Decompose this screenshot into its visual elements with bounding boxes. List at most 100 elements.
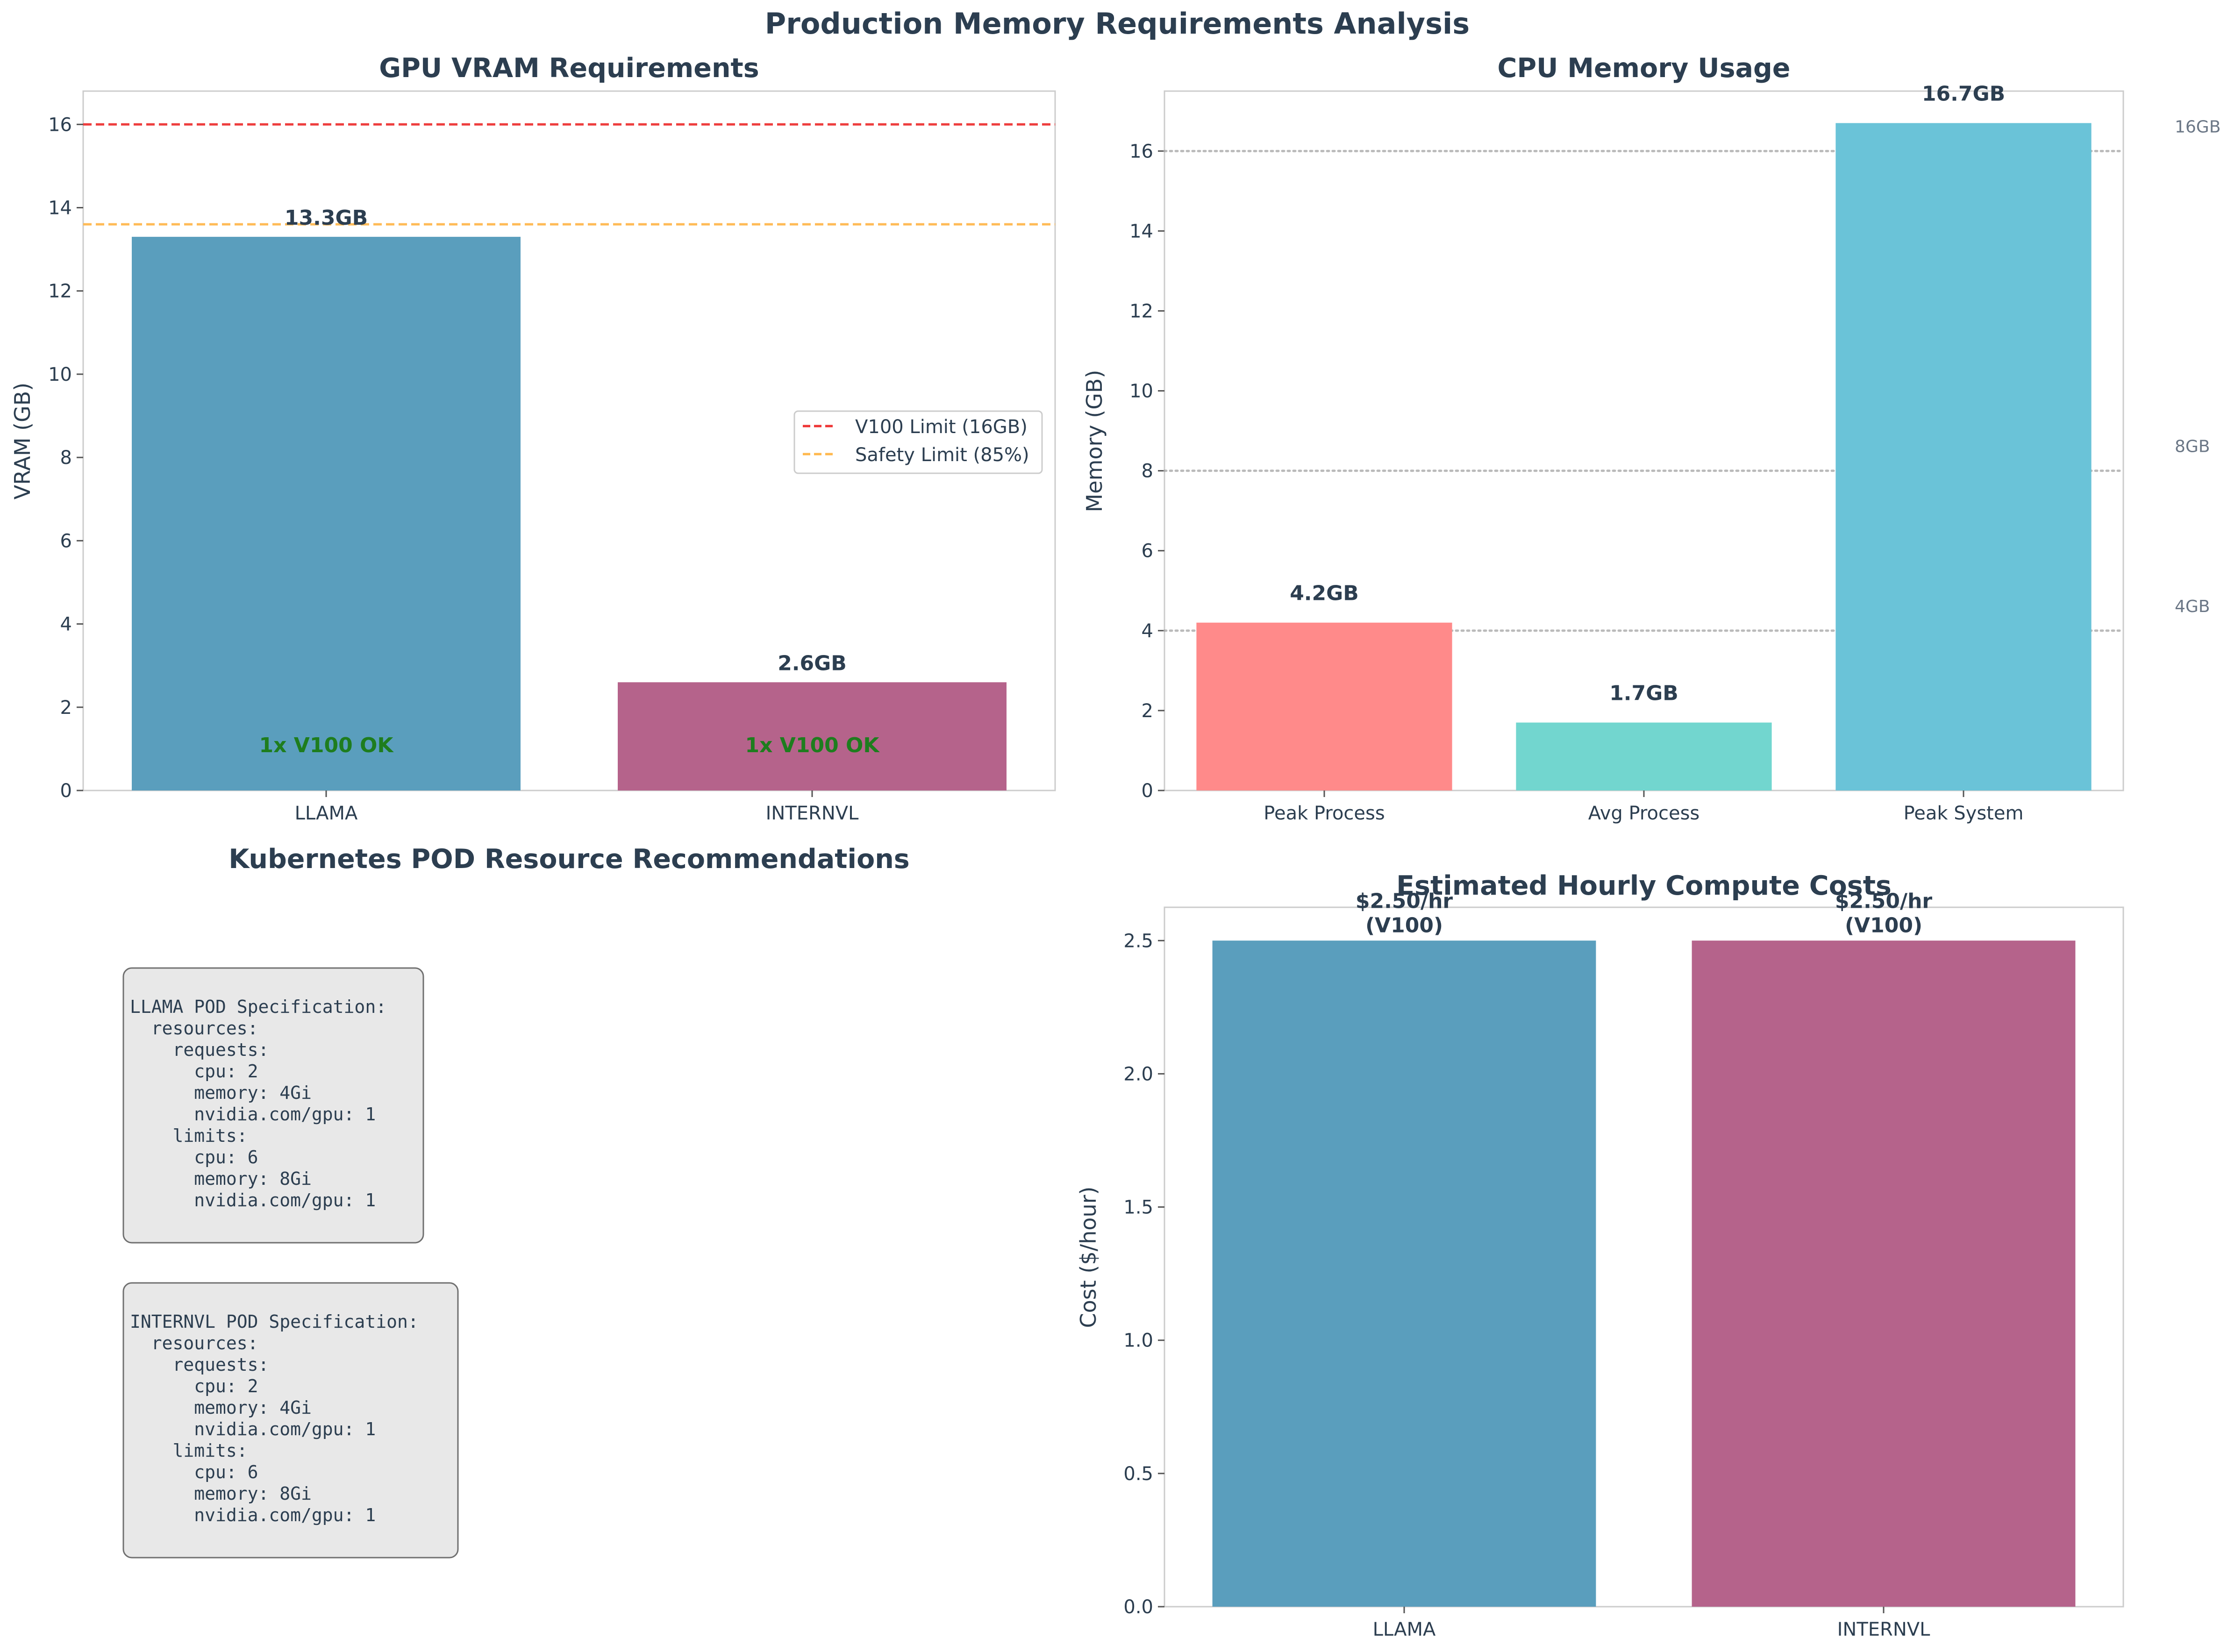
- y-tick-label: 0: [60, 780, 72, 802]
- y-tick-label: 10: [1129, 381, 1153, 402]
- y-tick-label: 8: [1142, 461, 1153, 482]
- spec-line: nvidia.com/gpu: 1: [130, 1419, 376, 1439]
- x-tick-label: Peak System: [1904, 803, 2024, 824]
- spec-line: cpu: 2: [130, 1061, 258, 1082]
- y-tick-label: 6: [60, 530, 72, 552]
- bar-value-label: $2.50/hr: [1835, 889, 1933, 913]
- gpu-chart-title: GPU VRAM Requirements: [379, 53, 759, 84]
- y-tick-label: 12: [1129, 300, 1153, 322]
- bar-inner-label: 1x V100 OK: [745, 733, 880, 757]
- spec-line: requests:: [130, 1354, 269, 1375]
- spec-line: memory: 4Gi: [130, 1082, 312, 1103]
- y-tick-label: 2.5: [1123, 930, 1153, 952]
- y-tick-label: 14: [1129, 221, 1153, 242]
- bar-value-label: (V100): [1365, 913, 1443, 937]
- x-tick-label: Avg Process: [1588, 803, 1700, 824]
- y-tick-label: 1.0: [1123, 1330, 1153, 1352]
- spec-line: LLAMA POD Specification:: [130, 997, 386, 1017]
- internvl-spec-text: INTERNVL POD Specification: resources: r…: [130, 1311, 419, 1525]
- cpu-y-axis-label: Memory (GB): [1082, 370, 1107, 513]
- x-tick-label: LLAMA: [295, 803, 358, 824]
- reference-line-label: 8GB: [2175, 437, 2210, 456]
- cost-y-axis-label: Cost ($/hour): [1076, 1187, 1101, 1328]
- spec-line: nvidia.com/gpu: 1: [130, 1505, 376, 1525]
- bar-inner-label: 1x V100 OK: [259, 733, 394, 757]
- bar: [1196, 622, 1452, 790]
- cpu-chart-title: CPU Memory Usage: [1498, 53, 1791, 84]
- y-tick-label: 4: [60, 614, 72, 635]
- y-tick-label: 0: [1142, 780, 1153, 802]
- llama-spec-text: LLAMA POD Specification: resources: requ…: [130, 997, 386, 1211]
- gpu-bars: 13.3GB 1x V100 OK 2.6GB 1x V100 OK: [132, 206, 1007, 790]
- gpu-legend-box: [793, 410, 1043, 474]
- cost-y-ticks: 0.0 0.5 1.0 1.5 2.0 2.5: [1123, 930, 1164, 1618]
- spec-line: resources:: [130, 1333, 258, 1353]
- gpu-reference-lines: [83, 123, 1055, 226]
- y-tick-label: 0.0: [1123, 1596, 1153, 1618]
- gpu-x-ticks: LLAMA INTERNVL: [295, 790, 859, 824]
- bar-value-label: 1.7GB: [1609, 682, 1678, 705]
- bar-value-label: (V100): [1845, 913, 1922, 937]
- spec-line: memory: 8Gi: [130, 1483, 312, 1504]
- y-tick-label: 16: [1129, 141, 1153, 162]
- spec-line: INTERNVL POD Specification:: [130, 1311, 419, 1332]
- y-tick-label: 8: [60, 447, 72, 469]
- reference-line-label: 16GB: [2175, 117, 2221, 136]
- spec-line: nvidia.com/gpu: 1: [130, 1190, 376, 1211]
- spec-line: cpu: 6: [130, 1147, 258, 1168]
- y-tick-label: 4: [1142, 620, 1153, 642]
- y-tick-label: 2.0: [1123, 1063, 1153, 1085]
- cpu-y-ticks: 0 2 4 6 8 10 12 14 16: [1129, 141, 1164, 802]
- x-tick-label: INTERNVL: [766, 803, 859, 824]
- cpu-memory-chart: CPU Memory Usage Memory (GB) 0 2 4 6 8 10 12 14…: [1082, 53, 2221, 824]
- spec-line: resources:: [130, 1018, 258, 1039]
- spec-line: cpu: 6: [130, 1462, 258, 1482]
- cost-bars: $2.50/hr(V100)$2.50/hr(V100): [1212, 889, 2076, 1607]
- bar-value-label: 16.7GB: [1922, 82, 2005, 106]
- bar-value-label: 4.2GB: [1290, 582, 1359, 605]
- spec-line: cpu: 2: [130, 1376, 258, 1396]
- figure-title: Production Memory Requirements Analysis: [765, 7, 1470, 41]
- cost-x-ticks: LLAMA INTERNVL: [1373, 1607, 1930, 1640]
- cpu-x-ticks: Peak Process Avg Process Peak System: [1264, 790, 2023, 824]
- bar: [1212, 940, 1596, 1607]
- x-tick-label: LLAMA: [1373, 1619, 1436, 1640]
- y-tick-label: 14: [48, 198, 72, 219]
- internvl-spec-box: [122, 1282, 459, 1559]
- y-tick-label: 12: [48, 281, 72, 302]
- bar: [1835, 123, 2092, 790]
- cost-chart-title: Estimated Hourly Compute Costs: [1396, 870, 1892, 901]
- bar-value-label: $2.50/hr: [1356, 889, 1453, 913]
- k8s-panel-title: Kubernetes POD Resource Recommendations: [228, 844, 909, 875]
- gpu-vram-chart: GPU VRAM Requirements VRAM (GB) 0 2 4 6 8 10 1…: [10, 53, 1056, 824]
- gpu-legend: V100 Limit (16GB) Safety Limit (85%): [793, 410, 1043, 474]
- bar: [618, 682, 1007, 790]
- llama-spec-box: [122, 967, 424, 1244]
- bar-value-label: 2.6GB: [778, 651, 847, 675]
- bar: [132, 236, 521, 790]
- cpu-bars: 4.2GB 1.7GB 16.7GB: [1196, 82, 2092, 790]
- legend-v100-label: V100 Limit (16GB): [855, 416, 1028, 438]
- spec-line: requests:: [130, 1040, 269, 1060]
- y-tick-label: 6: [1142, 541, 1153, 562]
- bar: [1516, 722, 1772, 790]
- y-tick-label: 2: [60, 697, 72, 719]
- kubernetes-panel: Kubernetes POD Resource Recommendations …: [122, 844, 910, 1559]
- y-tick-label: 0.5: [1123, 1463, 1153, 1485]
- legend-safety-label: Safety Limit (85%): [855, 444, 1029, 466]
- gpu-y-axis-label: VRAM (GB): [10, 383, 35, 499]
- x-tick-label: INTERNVL: [1837, 1619, 1931, 1640]
- hourly-cost-chart: Estimated Hourly Compute Costs Cost ($/h…: [1076, 870, 2124, 1640]
- spec-line: memory: 8Gi: [130, 1168, 312, 1189]
- y-tick-label: 2: [1142, 700, 1153, 722]
- bar: [1692, 940, 2076, 1607]
- spec-line: memory: 4Gi: [130, 1397, 312, 1418]
- spec-line: limits:: [130, 1125, 248, 1146]
- y-tick-label: 1.5: [1123, 1197, 1153, 1218]
- spec-line: nvidia.com/gpu: 1: [130, 1104, 376, 1125]
- x-tick-label: Peak Process: [1264, 803, 1385, 824]
- gpu-y-ticks: 0 2 4 6 8 10 12 14 16: [48, 114, 83, 802]
- bar-value-label: 13.3GB: [285, 206, 368, 230]
- reference-line-label: 4GB: [2175, 597, 2210, 616]
